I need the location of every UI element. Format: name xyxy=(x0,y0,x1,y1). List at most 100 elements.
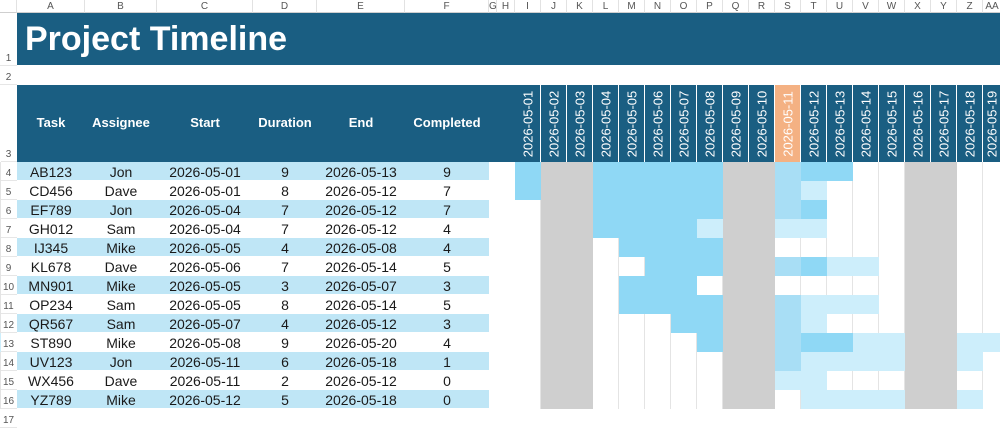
duration-cell[interactable]: 9 xyxy=(281,334,289,351)
task-cell[interactable]: UV123 xyxy=(29,353,73,370)
column-header-x[interactable]: X xyxy=(905,0,931,13)
completed-cell[interactable]: 0 xyxy=(443,372,451,389)
start-cell[interactable]: 2026-05-08 xyxy=(169,334,241,351)
duration-cell[interactable]: 8 xyxy=(281,182,289,199)
column-header-z[interactable]: Z xyxy=(957,0,983,13)
completed-cell[interactable]: 3 xyxy=(443,315,451,332)
end-cell[interactable]: 2026-05-12 xyxy=(325,201,397,218)
row-header-4[interactable]: 4 xyxy=(0,162,17,181)
start-cell[interactable]: 2026-05-11 xyxy=(169,353,241,370)
duration-cell[interactable]: 8 xyxy=(281,296,289,313)
column-header-aa[interactable]: AA xyxy=(983,0,1000,13)
assignee-cell[interactable]: Jon xyxy=(109,201,133,218)
assignee-cell[interactable]: Jon xyxy=(109,353,133,370)
column-header-p[interactable]: P xyxy=(697,0,723,13)
assignee-cell[interactable]: Dave xyxy=(104,258,138,275)
task-cell[interactable]: MN901 xyxy=(28,277,74,294)
task-cell[interactable]: AB123 xyxy=(29,163,73,180)
task-cell[interactable]: GH012 xyxy=(28,220,74,237)
assignee-cell[interactable]: Dave xyxy=(104,182,138,199)
column-header-n[interactable]: N xyxy=(645,0,671,13)
row-header-7[interactable]: 7 xyxy=(0,219,17,238)
column-header-m[interactable]: M xyxy=(619,0,645,13)
column-header-v[interactable]: V xyxy=(853,0,879,13)
task-cell[interactable]: OP234 xyxy=(29,296,73,313)
row-header-8[interactable]: 8 xyxy=(0,238,17,257)
row-header-14[interactable]: 14 xyxy=(0,352,17,371)
assignee-cell[interactable]: Sam xyxy=(106,296,136,313)
task-cell[interactable]: WX456 xyxy=(28,372,74,389)
assignee-cell[interactable]: Mike xyxy=(106,239,136,256)
column-header-o[interactable]: O xyxy=(671,0,697,13)
row-header-10[interactable]: 10 xyxy=(0,276,17,295)
end-cell[interactable]: 2026-05-14 xyxy=(325,296,397,313)
column-header-j[interactable]: J xyxy=(541,0,567,13)
duration-cell[interactable]: 9 xyxy=(281,163,289,180)
column-header-d[interactable]: D xyxy=(253,0,317,13)
end-cell[interactable]: 2026-05-12 xyxy=(325,315,397,332)
completed-cell[interactable]: 0 xyxy=(443,391,451,408)
row-header-5[interactable]: 5 xyxy=(0,181,17,200)
start-cell[interactable]: 2026-05-05 xyxy=(169,239,241,256)
duration-cell[interactable]: 7 xyxy=(281,201,289,218)
end-cell[interactable]: 2026-05-07 xyxy=(325,277,397,294)
column-header-r[interactable]: R xyxy=(749,0,775,13)
assignee-cell[interactable]: Sam xyxy=(106,315,136,332)
assignee-cell[interactable]: Jon xyxy=(109,163,133,180)
completed-cell[interactable]: 3 xyxy=(443,277,451,294)
column-header-s[interactable]: S xyxy=(775,0,801,13)
column-header-b[interactable]: B xyxy=(85,0,157,13)
column-header-l[interactable]: L xyxy=(593,0,619,13)
completed-cell[interactable]: 4 xyxy=(443,239,451,256)
task-cell[interactable]: CD456 xyxy=(29,182,73,199)
task-cell[interactable]: QR567 xyxy=(28,315,74,332)
completed-cell[interactable]: 7 xyxy=(443,182,451,199)
row-header-12[interactable]: 12 xyxy=(0,314,17,333)
duration-cell[interactable]: 2 xyxy=(281,372,289,389)
completed-cell[interactable]: 1 xyxy=(443,353,451,370)
column-header-q[interactable]: Q xyxy=(723,0,749,13)
assignee-cell[interactable]: Mike xyxy=(106,277,136,294)
assignee-cell[interactable]: Sam xyxy=(106,220,136,237)
completed-cell[interactable]: 4 xyxy=(443,220,451,237)
start-cell[interactable]: 2026-05-11 xyxy=(169,372,241,389)
column-header-a[interactable]: A xyxy=(17,0,85,13)
task-cell[interactable]: ST890 xyxy=(30,334,72,351)
duration-cell[interactable]: 7 xyxy=(281,220,289,237)
completed-cell[interactable]: 7 xyxy=(443,201,451,218)
duration-cell[interactable]: 6 xyxy=(281,353,289,370)
start-cell[interactable]: 2026-05-01 xyxy=(169,163,241,180)
task-cell[interactable]: EF789 xyxy=(30,201,72,218)
start-cell[interactable]: 2026-05-05 xyxy=(169,296,241,313)
end-cell[interactable]: 2026-05-20 xyxy=(325,334,397,351)
row-header-9[interactable]: 9 xyxy=(0,257,17,276)
row-header-11[interactable]: 11 xyxy=(0,295,17,314)
end-cell[interactable]: 2026-05-18 xyxy=(325,391,397,408)
duration-cell[interactable]: 4 xyxy=(281,239,289,256)
start-cell[interactable]: 2026-05-05 xyxy=(169,277,241,294)
select-all-corner[interactable] xyxy=(0,0,17,13)
column-header-c[interactable]: C xyxy=(157,0,253,13)
task-cell[interactable]: IJ345 xyxy=(33,239,69,256)
column-header-f[interactable]: F xyxy=(405,0,489,13)
duration-cell[interactable]: 7 xyxy=(281,258,289,275)
column-header-k[interactable]: K xyxy=(567,0,593,13)
column-header-t[interactable]: T xyxy=(801,0,827,13)
row-header-1[interactable]: 1 xyxy=(0,13,17,66)
row-header-13[interactable]: 13 xyxy=(0,333,17,352)
end-cell[interactable]: 2026-05-18 xyxy=(325,353,397,370)
row-header-2[interactable]: 2 xyxy=(0,66,17,85)
completed-cell[interactable]: 5 xyxy=(443,258,451,275)
duration-cell[interactable]: 5 xyxy=(281,391,289,408)
end-cell[interactable]: 2026-05-12 xyxy=(325,182,397,199)
row-header-6[interactable]: 6 xyxy=(0,200,17,219)
task-cell[interactable]: KL678 xyxy=(30,258,72,275)
assignee-cell[interactable]: Mike xyxy=(106,334,136,351)
end-cell[interactable]: 2026-05-13 xyxy=(325,163,397,180)
row-header-15[interactable]: 15 xyxy=(0,371,17,390)
column-header-u[interactable]: U xyxy=(827,0,853,13)
start-cell[interactable]: 2026-05-07 xyxy=(169,315,241,332)
row-header-17[interactable]: 17 xyxy=(0,409,17,428)
start-cell[interactable]: 2026-05-04 xyxy=(169,220,241,237)
end-cell[interactable]: 2026-05-14 xyxy=(325,258,397,275)
